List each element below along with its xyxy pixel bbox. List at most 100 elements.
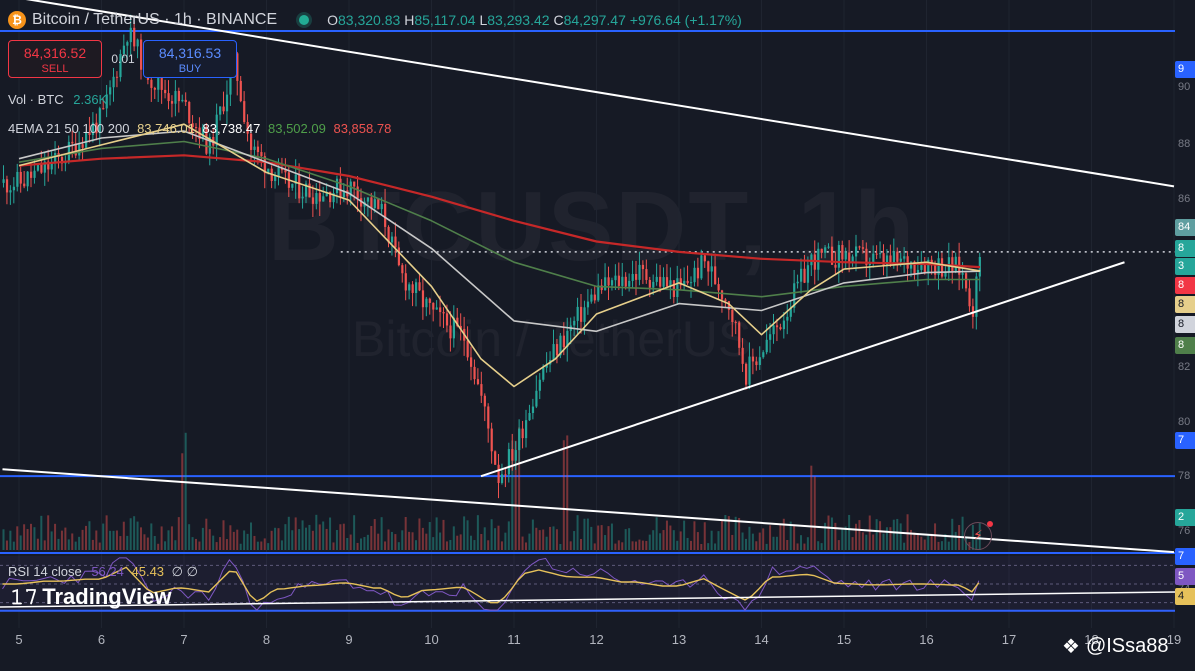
- candle-body: [961, 273, 964, 275]
- chart-area[interactable]: BTCUSDT, 1h Bitcoin / TetherUS: [0, 0, 1175, 628]
- ema21-line: [18, 123, 981, 388]
- volume-bar: [875, 519, 878, 550]
- candle-body: [903, 256, 906, 259]
- volume-bar: [322, 521, 325, 550]
- volume-bar: [724, 515, 727, 550]
- candle-body: [669, 280, 672, 287]
- description-watermark: Bitcoin / TetherUS: [352, 310, 751, 368]
- candle-body: [607, 277, 610, 286]
- volume-bar: [449, 539, 452, 550]
- volume-bar: [119, 536, 122, 550]
- time-axis-label: 6: [97, 632, 106, 647]
- sell-button[interactable]: 84,316.52 SELL: [8, 40, 102, 78]
- price-axis-tick: 86: [1178, 193, 1191, 205]
- volume-bar: [549, 526, 552, 550]
- candle-body: [734, 321, 737, 323]
- volume-bar: [81, 529, 84, 550]
- candle-body: [360, 198, 363, 207]
- volume-bar: [466, 520, 469, 550]
- volume-bar: [573, 531, 576, 550]
- candle-body: [542, 367, 545, 380]
- candle-body: [573, 320, 576, 326]
- candle-body: [195, 127, 198, 129]
- candle-body: [514, 450, 517, 461]
- candle-body: [335, 178, 339, 194]
- candle-body: [318, 192, 321, 202]
- candle-body: [559, 335, 562, 356]
- tradingview-logo-text: TradingView: [42, 584, 172, 609]
- volume-bar: [855, 523, 857, 550]
- candle-body: [934, 263, 937, 275]
- price-axis-tick: 80: [1178, 416, 1191, 428]
- close-value: 84,297.47: [563, 12, 626, 28]
- candle-body: [366, 197, 370, 202]
- candle-body: [36, 164, 40, 171]
- candle-body: [521, 428, 524, 439]
- price-chart-svg[interactable]: [0, 0, 1175, 628]
- candle-body: [26, 171, 29, 187]
- volume-bar: [500, 541, 503, 550]
- candle-body: [896, 251, 899, 262]
- candle-body: [927, 259, 930, 274]
- volume-bar: [662, 530, 665, 550]
- candle-body: [105, 94, 108, 109]
- volume-bar: [700, 543, 703, 550]
- volume-bar: [896, 518, 899, 550]
- volume-bar: [504, 532, 507, 550]
- time-axis-label: 18: [1084, 632, 1099, 647]
- candle-body: [473, 366, 476, 380]
- candle-body: [177, 90, 181, 102]
- price-axis-tag: 4: [1175, 588, 1195, 605]
- ema-legend[interactable]: 4EMA 21 50 100 200 83,746.01 83,738.47 8…: [8, 121, 391, 136]
- volume-bar: [903, 542, 906, 550]
- volume-bar: [64, 527, 67, 550]
- volume-bar: [827, 515, 830, 550]
- buy-button[interactable]: 84,316.53 BUY: [143, 40, 237, 78]
- volume-bar: [940, 541, 943, 550]
- tradingview-logo[interactable]: 𝟷𝟽 TradingView: [10, 584, 171, 610]
- bitcoin-icon[interactable]: ₿: [8, 11, 26, 29]
- volume-bar: [865, 534, 868, 550]
- candle-body: [263, 156, 266, 174]
- candle-body: [755, 361, 758, 366]
- candle-body: [483, 395, 486, 407]
- candle-body: [624, 276, 627, 287]
- volume-bar: [690, 540, 692, 550]
- price-axis-tick: 88: [1178, 138, 1191, 150]
- ema100-line: [18, 140, 981, 298]
- volume-bar: [889, 527, 892, 550]
- rsi-ma-line: [2, 566, 980, 604]
- candle-body: [81, 144, 84, 148]
- candle-body: [545, 364, 548, 368]
- candle-body: [538, 379, 541, 391]
- change-value: +976.64 (+1.17%): [629, 12, 742, 28]
- volume-bar: [208, 529, 211, 550]
- time-axis[interactable]: 5 6 7 8 9 10 11 12 13 14 15 16 17 18 19: [0, 628, 1195, 671]
- lightning-icon[interactable]: ⚡: [964, 521, 993, 550]
- rsi-legend[interactable]: RSI 14 close 56.24 45.43 ∅ ∅: [8, 564, 198, 580]
- volume-legend[interactable]: Vol · BTC 2.36K: [8, 92, 107, 107]
- candle-body: [445, 313, 449, 326]
- volume-bar: [360, 538, 362, 550]
- candle-body: [19, 171, 22, 184]
- market-status-dot[interactable]: [299, 15, 310, 25]
- symbol-title[interactable]: Bitcoin / TetherUS · 1h · BINANCE: [32, 11, 278, 28]
- volume-bar: [408, 531, 411, 550]
- candle-body: [531, 406, 535, 414]
- time-axis-label: 19: [1166, 632, 1182, 647]
- time-axis-label: 17: [1001, 632, 1017, 647]
- volume-bar: [33, 527, 36, 550]
- volume-bar: [569, 541, 572, 550]
- volume-bar: [167, 530, 170, 550]
- candle-body: [786, 316, 789, 321]
- price-axis-tag: 8: [1175, 337, 1195, 354]
- candle-body: [384, 203, 387, 227]
- time-axis-label: 16: [919, 632, 934, 647]
- candle-body: [659, 276, 662, 287]
- volume-bar: [181, 453, 184, 550]
- volume-bar: [676, 540, 679, 550]
- volume-bar: [318, 524, 321, 550]
- volume-bar: [9, 530, 12, 550]
- candle-body: [480, 384, 483, 396]
